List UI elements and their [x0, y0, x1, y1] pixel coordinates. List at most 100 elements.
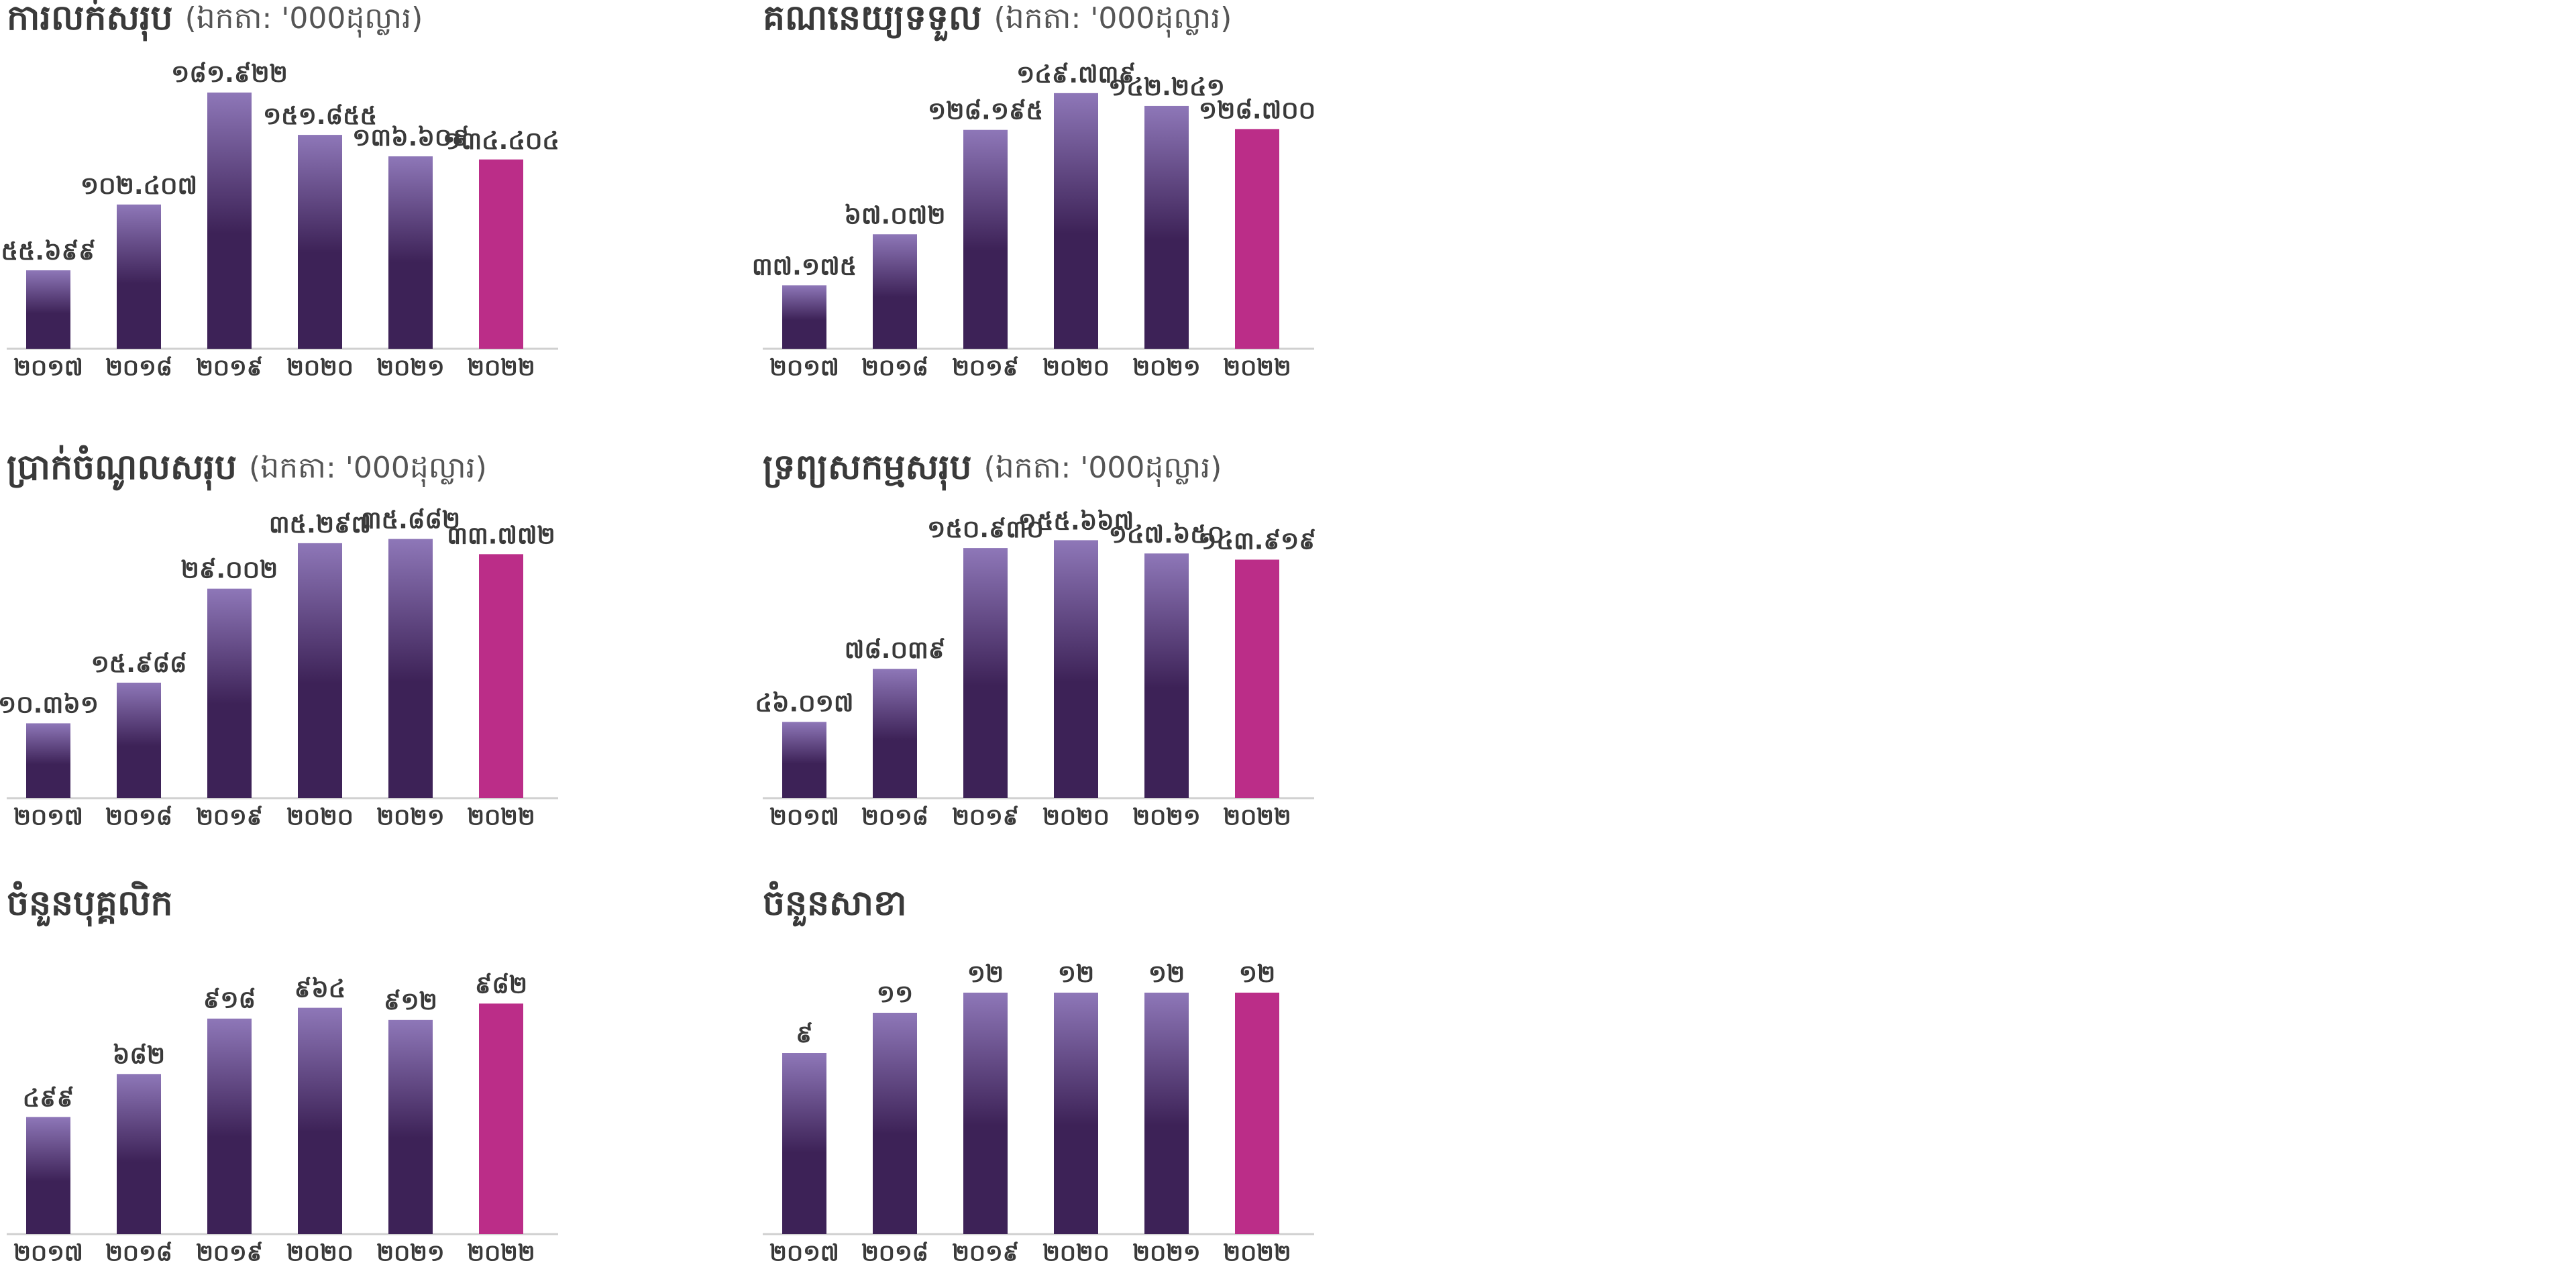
- value-label: ១២៨.៧០០: [1199, 97, 1316, 124]
- bar: [1235, 559, 1279, 798]
- value-label: ១៤៣.៩១៩: [1198, 527, 1316, 555]
- x-tick-label: ២០២០: [286, 804, 354, 831]
- bar: [1054, 540, 1098, 798]
- value-label: ១៥៥.៦៦៧: [1018, 508, 1134, 535]
- x-tick-label: ២០២២: [467, 804, 535, 831]
- x-tick-label: ២០២១: [1132, 1240, 1200, 1267]
- bar: [782, 722, 826, 798]
- value-label: ៩៨២: [475, 971, 527, 999]
- title-text: ចំនួនបុគ្គលិក: [7, 881, 173, 927]
- bar: [298, 135, 342, 349]
- bar: [479, 1003, 523, 1234]
- value-label: ១២: [1058, 960, 1095, 988]
- x-tick-label: ២០១៨: [105, 804, 172, 831]
- bar: [207, 1018, 252, 1234]
- x-tick-label: ២០១៧: [769, 1240, 839, 1267]
- subtitle-text: (ឯកតា: '000ដុល្លារ): [249, 451, 487, 487]
- bar: [388, 156, 433, 349]
- bar: [388, 539, 433, 798]
- x-tick-label: ២០១៧: [769, 355, 839, 382]
- bar: [388, 1019, 433, 1234]
- chart-title: គណនេយ្យទទួល (ឯកតា: '000ដុល្លារ): [763, 0, 1232, 42]
- value-label: ៩: [796, 1021, 813, 1048]
- bar: [1054, 93, 1098, 349]
- x-tick-label: ២០១៨: [861, 355, 928, 382]
- value-label: ១៤៧.៦៥០: [1109, 521, 1224, 549]
- value-label: ១៥.៩៨៨: [91, 651, 187, 678]
- value-label: ១២៨.១៩៥: [928, 98, 1043, 125]
- value-label: ៦៧.០៧២: [845, 202, 946, 229]
- bar: [1235, 993, 1279, 1234]
- bar: [26, 1117, 70, 1234]
- bar: [298, 543, 342, 798]
- x-tick-label: ២០១៩: [196, 804, 263, 831]
- x-tick-label: ២០១៩: [952, 804, 1019, 831]
- x-tick-label: ២០១៧: [13, 804, 83, 831]
- value-label: ១២: [1239, 960, 1276, 988]
- x-tick-label: ២០១៩: [952, 355, 1019, 382]
- x-tick-label: ២០២១: [1132, 804, 1200, 831]
- value-label: ១១: [877, 981, 914, 1008]
- value-label: ៣៧.១៧៥: [752, 253, 857, 280]
- value-label: ១៣៤.៤០៤: [443, 127, 559, 155]
- bar: [1144, 993, 1189, 1234]
- bar: [873, 1013, 917, 1234]
- x-tick-label: ២០២១: [376, 804, 444, 831]
- bar: [1144, 553, 1189, 798]
- subtitle-text: (ឯកតា: '000ដុល្លារ): [994, 1, 1232, 38]
- x-tick-label: ២០១៧: [13, 355, 83, 382]
- bar: [963, 993, 1008, 1234]
- x-tick-label: ២០២១: [376, 1240, 444, 1267]
- value-label: ៦៨២: [113, 1042, 165, 1069]
- value-label: ៥៥.៦៩៩: [1, 238, 95, 266]
- bar: [479, 554, 523, 798]
- x-tick-label: ២០២០: [286, 1240, 354, 1267]
- value-label: ៩៦៤: [294, 976, 345, 1003]
- value-label: ១២: [967, 960, 1004, 988]
- bar: [26, 723, 70, 798]
- x-tick-label: ២០២២: [467, 355, 535, 382]
- value-label: ៧៨.០៣៩: [845, 636, 945, 664]
- chart-title: ប្រាក់ចំណូលសរុប (ឯកតា: '000ដុល្លារ): [7, 445, 487, 491]
- title-text: ទ្រព្យសកម្មសរុប: [763, 447, 972, 491]
- title-text: ចំនួនសាខា: [763, 881, 907, 927]
- x-tick-label: ២០១៩: [196, 355, 263, 382]
- bar: [963, 129, 1008, 349]
- value-label: ៣៣.៧៧២: [447, 522, 555, 549]
- value-label: ៩១២: [384, 988, 437, 1015]
- bar: [1144, 105, 1189, 349]
- bar: [117, 1074, 161, 1234]
- x-tick-label: ២០១៨: [105, 355, 172, 382]
- x-tick-label: ២០២០: [1042, 355, 1110, 382]
- bar: [298, 1007, 342, 1234]
- value-label: ១៣៦.៦០៩: [352, 124, 469, 152]
- x-tick-label: ២០១៨: [861, 1240, 928, 1267]
- x-tick-label: ២០២២: [1223, 355, 1291, 382]
- bar: [873, 234, 917, 349]
- x-tick-label: ២០១៩: [952, 1240, 1019, 1267]
- x-tick-label: ២០២០: [286, 355, 354, 382]
- bar: [782, 1053, 826, 1234]
- x-tick-label: ២០២១: [376, 355, 444, 382]
- x-tick-label: ២០២២: [1223, 804, 1291, 831]
- x-tick-label: ២០១៨: [105, 1240, 172, 1267]
- value-label: ១៨១.៩២២: [171, 60, 288, 88]
- chart-title: ចំនួនបុគ្គលិក: [7, 881, 173, 927]
- value-label: ៤៩៩: [23, 1085, 74, 1112]
- bar: [117, 204, 161, 349]
- bar: [1054, 993, 1098, 1234]
- x-tick-label: ២០២២: [467, 1240, 535, 1267]
- bar: [479, 159, 523, 349]
- value-label: ៩១៨: [203, 987, 256, 1014]
- value-label: ៣៥.២៩៧: [269, 511, 371, 539]
- bar: [782, 285, 826, 349]
- value-label: ១៤៩.៧៣៩: [1016, 61, 1136, 89]
- value-label: ១២: [1148, 960, 1185, 988]
- value-label: ១៤២.២៤១: [1108, 74, 1225, 101]
- value-label: ២៩.០០២: [181, 557, 278, 584]
- bar: [26, 270, 70, 349]
- bar: [1235, 129, 1279, 349]
- value-label: ១០.៣៦១: [0, 691, 99, 718]
- bar: [873, 669, 917, 798]
- chart-title: ចំនួនសាខា: [763, 881, 907, 927]
